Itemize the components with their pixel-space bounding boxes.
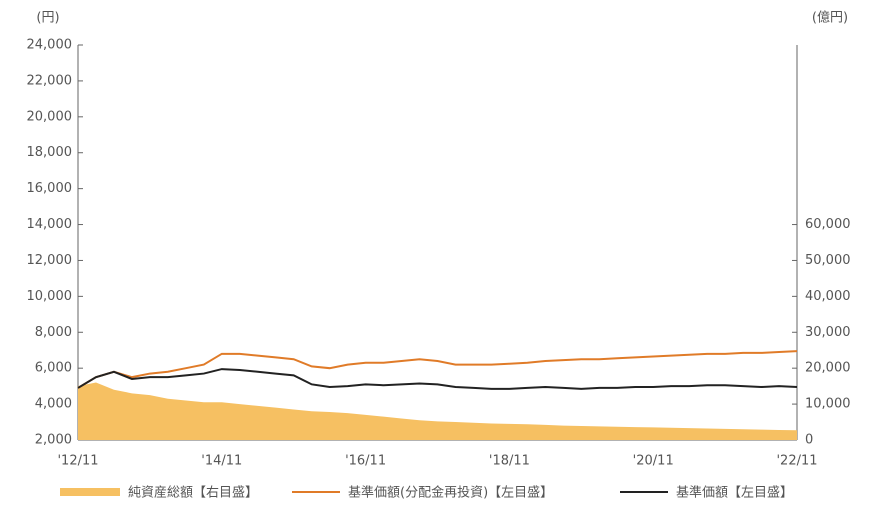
y2-unit: (億円) xyxy=(812,10,848,26)
y-tick-label: 4,000 xyxy=(35,397,72,412)
line xyxy=(77,350,798,389)
y-tick-label: 16,000 xyxy=(27,181,73,196)
y-tick-label: 2,000 xyxy=(35,433,72,448)
y2-tick-label: 30,000 xyxy=(805,325,851,340)
y2-tick-label: 40,000 xyxy=(805,289,851,304)
y-tick-label: 8,000 xyxy=(35,325,72,340)
y-tick-label: 24,000 xyxy=(27,38,73,53)
legend-label: 基準価額(分配金再投資)【左目盛】 xyxy=(348,485,553,501)
y-tick-label: 6,000 xyxy=(35,361,72,376)
x-tick-label: '14/11 xyxy=(201,454,242,469)
legend-label: 純資産総額【右目盛】 xyxy=(128,485,258,501)
x-tick-label: '12/11 xyxy=(57,454,98,469)
x-tick-label: '18/11 xyxy=(489,454,530,469)
y-tick-label: 12,000 xyxy=(27,253,73,268)
area xyxy=(78,382,797,440)
x-tick-label: '20/11 xyxy=(633,454,674,469)
y-tick-label: 10,000 xyxy=(27,289,73,304)
y2-tick-label: 0 xyxy=(805,433,813,448)
y-unit: (円) xyxy=(36,11,59,26)
legend-label: 基準価額【左目盛】 xyxy=(676,485,793,501)
y-tick-label: 20,000 xyxy=(27,109,73,124)
y2-tick-label: 50,000 xyxy=(805,253,851,268)
y2-tick-label: 10,000 xyxy=(805,397,851,412)
legend-swatch xyxy=(60,488,120,496)
line xyxy=(77,368,798,390)
y2-tick-label: 20,000 xyxy=(805,361,851,376)
y-tick-label: 18,000 xyxy=(27,145,73,160)
y2-tick-label: 60,000 xyxy=(805,217,851,232)
y-tick-label: 22,000 xyxy=(27,73,73,88)
y-tick-label: 14,000 xyxy=(27,217,73,232)
x-tick-label: '22/11 xyxy=(776,454,817,469)
x-tick-label: '16/11 xyxy=(345,454,386,469)
